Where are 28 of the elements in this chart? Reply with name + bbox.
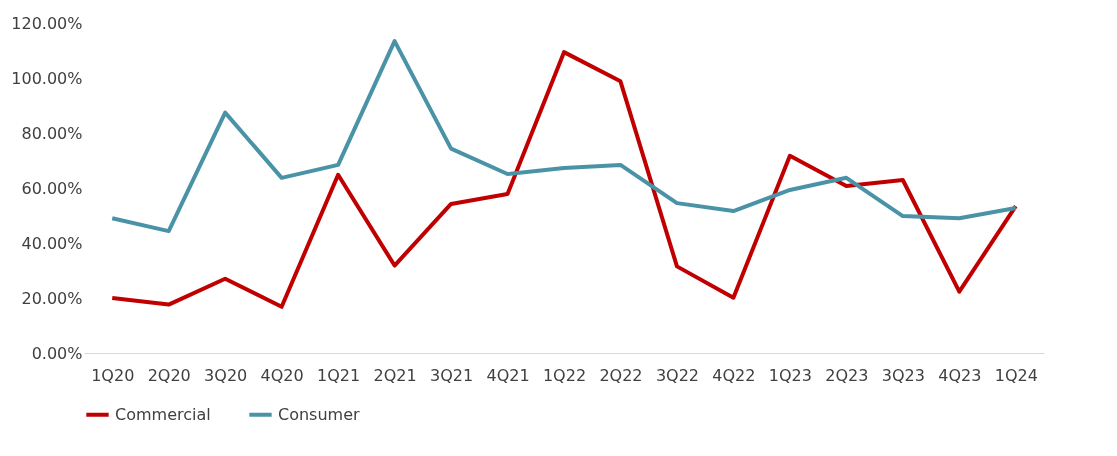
y-tick-label: 60.00% <box>21 178 83 198</box>
line-series <box>110 39 1018 234</box>
x-tick-label: 2Q22 <box>599 365 643 385</box>
x-tick-label: 3Q20 <box>204 365 248 385</box>
x-tick-label: 2Q21 <box>373 365 417 385</box>
y-tick-label: 20.00% <box>21 288 83 308</box>
x-tick-label: 3Q22 <box>655 365 700 385</box>
x-tick-label: 3Q21 <box>429 365 474 385</box>
y-tick-label: 0.00% <box>31 343 83 363</box>
line-series <box>110 50 1018 309</box>
legend-label: Commercial <box>115 404 211 424</box>
x-tick-label: 1Q22 <box>542 365 587 385</box>
x-tick-label: 1Q20 <box>91 365 135 385</box>
legend-label: Consumer <box>278 404 361 424</box>
x-tick-label: 4Q23 <box>938 365 982 385</box>
x-tick-label: 4Q20 <box>260 365 304 385</box>
y-tick-label: 120.00% <box>11 13 83 33</box>
x-tick-label: 1Q24 <box>994 365 1038 385</box>
y-tick-label: 100.00% <box>11 68 83 88</box>
x-tick-label: 2Q20 <box>147 365 191 385</box>
x-tick-label: 3Q23 <box>881 365 925 385</box>
y-tick-label: 80.00% <box>21 123 83 143</box>
x-tick-label: 1Q23 <box>768 365 812 385</box>
x-tick-label: 2Q23 <box>825 365 869 385</box>
y-tick-label: 40.00% <box>21 233 83 253</box>
x-tick-label: 4Q21 <box>486 365 530 385</box>
x-tick-label: 4Q22 <box>712 365 756 385</box>
x-tick-label: 1Q21 <box>317 365 361 385</box>
